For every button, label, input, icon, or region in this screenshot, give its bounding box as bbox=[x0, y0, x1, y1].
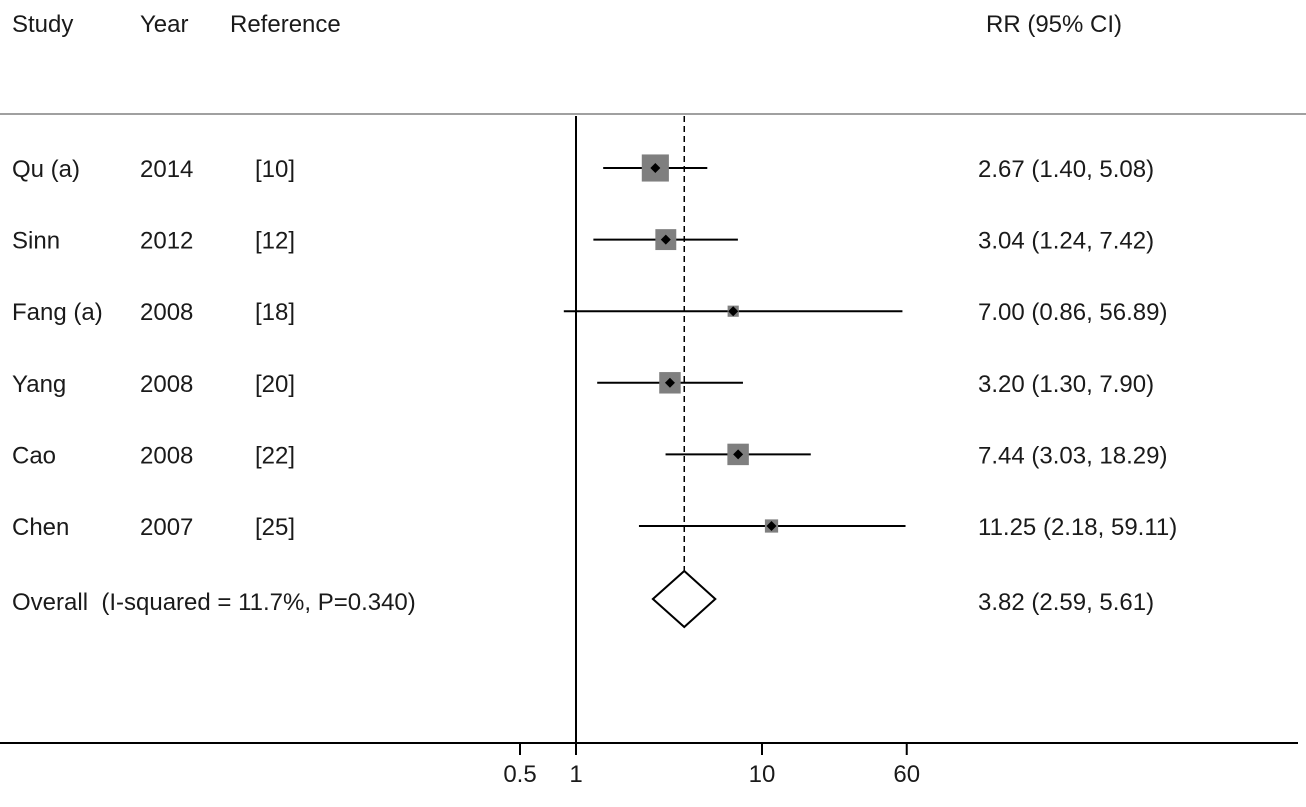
study-year: 2008 bbox=[140, 299, 193, 326]
point-estimate-marker bbox=[733, 449, 744, 460]
overall-label: Overall (I-squared = 11.7%, P=0.340) bbox=[12, 589, 416, 616]
study-row: Fang (a) 2008 [18] 7.00 (0.86, 56.89) bbox=[12, 299, 1167, 326]
header-effect: RR (95% CI) bbox=[986, 11, 1122, 38]
study-year: 2008 bbox=[140, 442, 193, 469]
point-estimate-marker bbox=[664, 377, 675, 388]
study-row: Yang 2008 [20] 3.20 (1.30, 7.90) bbox=[12, 371, 1154, 398]
point-estimate-marker bbox=[660, 234, 671, 245]
x-tick-label: 60 bbox=[893, 761, 920, 788]
study-name: Chen bbox=[12, 514, 69, 541]
study-row: Sinn 2012 [12] 3.04 (1.24, 7.42) bbox=[12, 228, 1154, 255]
point-estimate-marker bbox=[650, 163, 661, 173]
study-effect-label: 2.67 (1.40, 5.08) bbox=[978, 156, 1154, 183]
study-name: Fang (a) bbox=[12, 299, 103, 326]
study-effect-label: 7.00 (0.86, 56.89) bbox=[978, 299, 1167, 326]
point-estimate-marker bbox=[766, 521, 777, 531]
study-name: Sinn bbox=[12, 228, 60, 255]
study-year: 2012 bbox=[140, 228, 193, 255]
study-effect-label: 3.04 (1.24, 7.42) bbox=[978, 228, 1154, 255]
x-tick-label: 10 bbox=[749, 761, 776, 788]
point-estimate-marker bbox=[728, 306, 739, 317]
x-tick-label: 0.5 bbox=[503, 761, 536, 788]
overall-effect-label: 3.82 (2.59, 5.61) bbox=[978, 589, 1154, 616]
study-name: Qu (a) bbox=[12, 156, 80, 183]
study-effect-label: 11.25 (2.18, 59.11) bbox=[978, 514, 1177, 541]
x-tick-label: 1 bbox=[569, 761, 582, 788]
study-effect-label: 3.20 (1.30, 7.90) bbox=[978, 371, 1154, 398]
overall-diamond bbox=[651, 569, 717, 629]
study-year: 2014 bbox=[140, 156, 193, 183]
study-reference: [22] bbox=[255, 442, 295, 469]
study-row: Chen 2007 [25] 11.25 (2.18, 59.11) bbox=[12, 514, 1177, 541]
study-effect-label: 7.44 (3.03, 18.29) bbox=[978, 442, 1167, 469]
header-reference: Reference bbox=[230, 11, 341, 38]
study-reference: [20] bbox=[255, 371, 295, 398]
study-name: Cao bbox=[12, 442, 56, 469]
header-study: Study bbox=[12, 11, 73, 38]
header-year: Year bbox=[140, 11, 189, 38]
study-reference: [10] bbox=[255, 156, 295, 183]
study-row: Qu (a) 2014 [10] 2.67 (1.40, 5.08) bbox=[12, 154, 1154, 183]
study-year: 2007 bbox=[140, 514, 193, 541]
study-name: Yang bbox=[12, 371, 66, 398]
study-row: Cao 2008 [22] 7.44 (3.03, 18.29) bbox=[12, 442, 1167, 469]
study-year: 2008 bbox=[140, 371, 193, 398]
study-reference: [25] bbox=[255, 514, 295, 541]
study-reference: [18] bbox=[255, 299, 295, 326]
study-reference: [12] bbox=[255, 228, 295, 255]
